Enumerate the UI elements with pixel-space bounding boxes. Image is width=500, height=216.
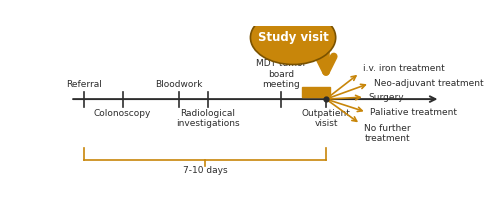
Text: Bloodwork: Bloodwork — [155, 80, 202, 89]
Ellipse shape — [250, 11, 336, 65]
Text: MDT tumor
board
meeting: MDT tumor board meeting — [256, 59, 306, 89]
Text: Referral: Referral — [66, 80, 102, 89]
Text: Radiological
investigations: Radiological investigations — [176, 109, 240, 129]
Text: Neo-adjuvant treatment: Neo-adjuvant treatment — [374, 79, 483, 88]
Text: No further
treatment: No further treatment — [364, 124, 411, 143]
Text: Colonoscopy: Colonoscopy — [94, 109, 151, 118]
Text: Paliative treatment: Paliative treatment — [370, 108, 458, 117]
Text: 7-10 days: 7-10 days — [182, 166, 227, 175]
Text: i.v. iron treatment: i.v. iron treatment — [364, 64, 445, 73]
Text: Study visit: Study visit — [258, 31, 328, 44]
Text: Outpatient
visist: Outpatient visist — [302, 109, 350, 129]
Text: Surgery: Surgery — [368, 93, 404, 102]
Bar — [302, 87, 330, 97]
